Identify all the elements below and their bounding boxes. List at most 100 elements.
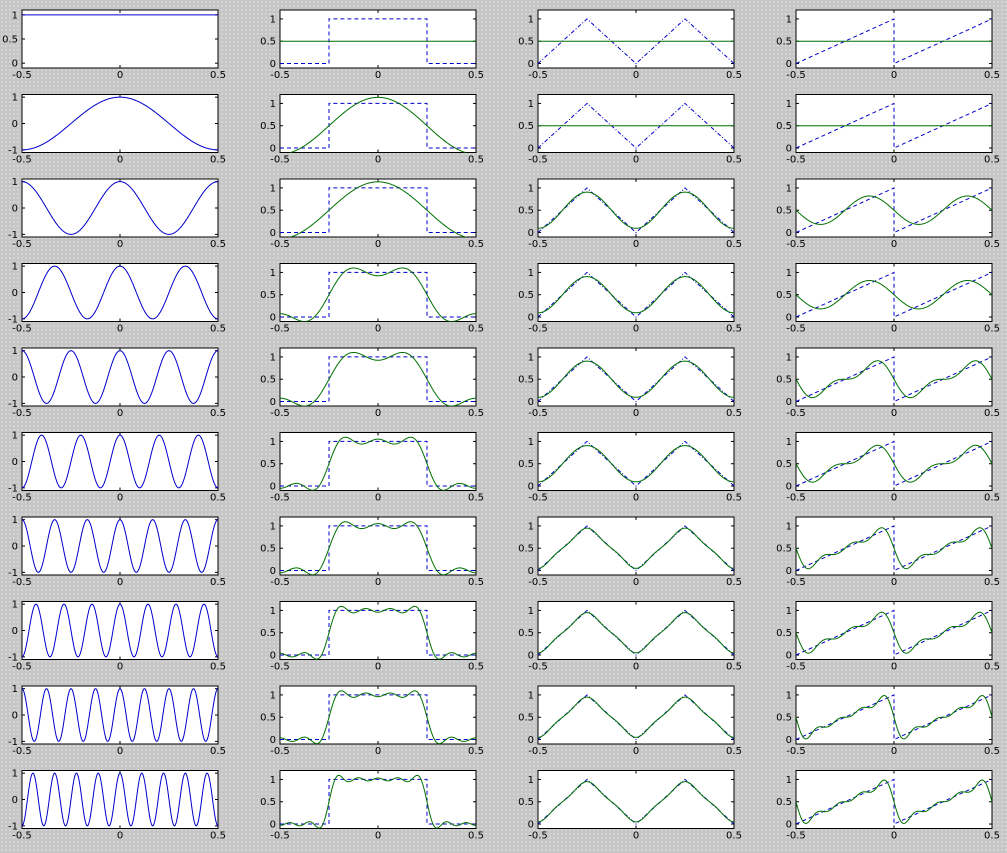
y-tick-label: 0.5	[260, 206, 276, 217]
y-tick-label: 0	[270, 313, 276, 324]
x-tick-label: 0.5	[726, 662, 742, 673]
y-tick-label: 0.5	[260, 290, 276, 301]
y-tick-label: 0	[12, 204, 18, 215]
subplot-c4-r10: -0.5 0 0.500.51	[776, 770, 1000, 842]
y-tick-label: 0.5	[260, 37, 276, 48]
x-tick-label: 0.5	[468, 324, 484, 335]
x-tick-label: 0.5	[726, 239, 742, 250]
target-waveform	[280, 525, 476, 572]
approximation-curve	[796, 360, 992, 399]
plot-area	[537, 9, 735, 69]
x-tick-label: -0.5	[786, 662, 806, 673]
y-tick-label: 0	[786, 313, 792, 324]
subplot-c1-r9: -0.5 0 0.5 -1 0 1	[8, 684, 226, 757]
subplot-c1-r7: -0.5 0 0.5 -1 0 1	[8, 515, 226, 588]
subplot-c4-r7: -0.5 0 0.500.51	[776, 516, 1000, 588]
x-tick-label: -0.5	[270, 408, 290, 419]
x-tick-label: 0	[117, 577, 123, 588]
subplot-c2-r7: -0.5 0 0.500.51	[260, 516, 484, 588]
y-tick-label: 1	[528, 268, 534, 279]
subplot-c3-r4: -0.5 0 0.500.51	[518, 263, 742, 335]
x-tick-label: -0.5	[12, 746, 32, 757]
y-tick-label: 1	[786, 437, 792, 448]
approximation-curve	[288, 96, 468, 153]
plot-area	[21, 94, 219, 153]
target-waveform	[280, 18, 476, 65]
x-tick-label: 0	[633, 493, 639, 504]
x-tick-label: 0	[891, 577, 897, 588]
subplot-c4-r8: -0.5 0 0.500.51	[776, 601, 1000, 673]
subplot-c4-r3: -0.5 0 0.500.51	[776, 178, 1000, 250]
y-tick-label: 1	[786, 690, 792, 701]
y-tick-label: 1	[12, 769, 18, 780]
basis-curve	[22, 603, 218, 658]
x-tick-label: 0	[375, 577, 381, 588]
y-tick-label: 1	[12, 346, 18, 357]
y-tick-label: 0.5	[776, 797, 792, 808]
x-tick-label: 0	[117, 408, 123, 419]
x-tick-label: -0.5	[12, 408, 32, 419]
y-tick-label: 1	[528, 183, 534, 194]
x-tick-label: 0.5	[210, 577, 226, 588]
x-tick-label: 0	[117, 324, 123, 335]
basis-curve	[22, 265, 218, 320]
subplot-c1-r2: -0.5 0 0.5 -1 0 1	[8, 93, 226, 166]
subplot-c3-r5: -0.5 0 0.500.51	[518, 347, 742, 419]
y-tick-label: 1	[786, 14, 792, 25]
x-tick-label: -0.5	[12, 324, 32, 335]
y-tick-label: -1	[8, 483, 18, 494]
plot-area	[21, 770, 219, 829]
x-tick-label: 0.5	[984, 577, 1000, 588]
y-tick-label: 0	[270, 735, 276, 746]
subplot-c2-r6: -0.5 0 0.500.51	[260, 432, 484, 504]
x-tick-label: 0.5	[984, 70, 1000, 81]
y-tick-label: 0	[786, 59, 792, 70]
x-tick-label: 0	[375, 831, 381, 842]
subplot-c2-r4: -0.5 0 0.500.51	[260, 263, 484, 335]
y-tick-label: 1	[270, 521, 276, 532]
y-tick-label: 0.5	[518, 797, 534, 808]
plot-area	[537, 685, 735, 745]
x-tick-label: 0.5	[984, 324, 1000, 335]
x-tick-label: 0	[375, 324, 381, 335]
x-tick-label: 0.5	[210, 239, 226, 250]
x-tick-label: -0.5	[786, 155, 806, 166]
approximation-curve	[796, 195, 992, 225]
y-tick-label: 0	[786, 735, 792, 746]
y-tick-label: 1	[12, 515, 18, 526]
approximation-curve	[538, 276, 734, 314]
x-tick-label: 0.5	[210, 493, 226, 504]
y-tick-label: 0	[270, 59, 276, 70]
y-tick-label: 1	[528, 14, 534, 25]
subplot-c2-r1: -0.5 0 0.500.51	[260, 9, 484, 81]
target-waveform	[538, 525, 734, 572]
basis-curve	[22, 434, 218, 489]
y-tick-label: 0	[12, 288, 18, 299]
x-tick-label: -0.5	[528, 239, 548, 250]
x-tick-label: 0.5	[468, 831, 484, 842]
x-tick-label: 0	[117, 70, 123, 81]
y-tick-label: 0.5	[518, 713, 534, 724]
x-tick-label: 0	[891, 155, 897, 166]
plot-area	[21, 685, 219, 745]
approximation-curve	[280, 267, 476, 322]
subplot-c3-r8: -0.5 0 0.500.51	[518, 601, 742, 673]
y-tick-label: 0	[786, 820, 792, 831]
target-waveform	[538, 271, 734, 318]
x-tick-label: 0	[633, 831, 639, 842]
x-tick-label: -0.5	[786, 324, 806, 335]
y-tick-label: 0	[528, 566, 534, 577]
approximation-curve	[796, 779, 992, 824]
y-tick-label: 0.5	[776, 37, 792, 48]
x-tick-label: -0.5	[12, 493, 32, 504]
x-tick-label: -0.5	[12, 831, 32, 842]
subplot-c1-r8: -0.5 0 0.5 -1 0 1	[8, 600, 226, 673]
x-tick-label: 0.5	[726, 324, 742, 335]
y-tick-label: 1	[12, 93, 18, 104]
x-tick-label: 0	[375, 239, 381, 250]
plot-area	[537, 347, 735, 407]
approximation-curve	[280, 774, 476, 829]
x-tick-label: -0.5	[786, 70, 806, 81]
x-tick-label: 0	[891, 831, 897, 842]
